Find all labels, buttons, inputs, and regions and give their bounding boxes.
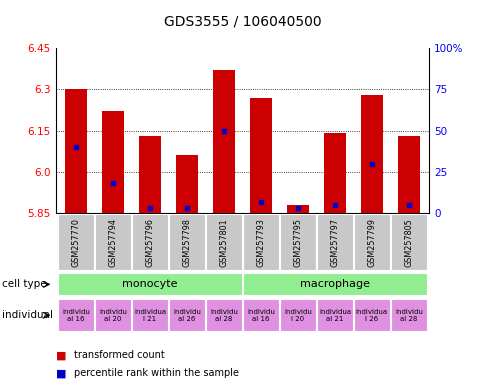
Bar: [132, 214, 167, 270]
Text: ■: ■: [56, 368, 66, 378]
Bar: [206, 299, 241, 331]
Text: individu
al 28: individu al 28: [394, 309, 422, 321]
Text: GSM257793: GSM257793: [256, 218, 265, 267]
Bar: [58, 214, 94, 270]
Text: GDS3555 / 106040500: GDS3555 / 106040500: [163, 14, 320, 28]
Text: GSM257801: GSM257801: [219, 218, 228, 266]
Bar: [212, 70, 235, 213]
Bar: [360, 95, 382, 213]
Text: individua
al 21: individua al 21: [318, 309, 350, 321]
Text: GSM257798: GSM257798: [182, 218, 191, 267]
Text: individua
l 21: individua l 21: [134, 309, 166, 321]
Text: individu
al 16: individu al 16: [246, 309, 274, 321]
Bar: [58, 273, 241, 295]
Text: individua
l 26: individua l 26: [355, 309, 387, 321]
Text: individu
al 16: individu al 16: [62, 309, 90, 321]
Bar: [65, 89, 87, 213]
Text: individu
al 28: individu al 28: [210, 309, 238, 321]
Bar: [317, 299, 352, 331]
Text: individu
al 20: individu al 20: [99, 309, 127, 321]
Text: percentile rank within the sample: percentile rank within the sample: [74, 368, 239, 378]
Bar: [169, 299, 204, 331]
Bar: [280, 299, 315, 331]
Text: GSM257770: GSM257770: [72, 218, 80, 267]
Text: macrophage: macrophage: [299, 279, 369, 290]
Bar: [249, 98, 272, 213]
Bar: [206, 214, 241, 270]
Bar: [139, 136, 161, 213]
Bar: [390, 299, 426, 331]
Bar: [353, 214, 389, 270]
Bar: [95, 299, 131, 331]
Bar: [169, 214, 204, 270]
Bar: [102, 111, 124, 213]
Bar: [317, 214, 352, 270]
Bar: [58, 299, 94, 331]
Text: GSM257796: GSM257796: [145, 218, 154, 267]
Text: cell type: cell type: [2, 279, 47, 290]
Text: individu
l 20: individu l 20: [284, 309, 311, 321]
Bar: [286, 205, 308, 213]
Bar: [323, 133, 345, 213]
Bar: [397, 136, 419, 213]
Bar: [243, 299, 278, 331]
Text: monocyte: monocyte: [122, 279, 178, 290]
Text: GSM257795: GSM257795: [293, 218, 302, 267]
Bar: [280, 214, 315, 270]
Text: individual: individual: [2, 310, 53, 320]
Text: individu
al 26: individu al 26: [173, 309, 200, 321]
Bar: [390, 214, 426, 270]
Text: GSM257805: GSM257805: [404, 218, 412, 266]
Bar: [243, 273, 426, 295]
Bar: [132, 299, 167, 331]
Text: GSM257799: GSM257799: [367, 218, 376, 267]
Text: ■: ■: [56, 350, 66, 360]
Text: GSM257797: GSM257797: [330, 218, 339, 267]
Bar: [243, 214, 278, 270]
Text: transformed count: transformed count: [74, 350, 165, 360]
Bar: [95, 214, 131, 270]
Bar: [353, 299, 389, 331]
Text: GSM257794: GSM257794: [108, 218, 117, 267]
Bar: [176, 156, 198, 213]
